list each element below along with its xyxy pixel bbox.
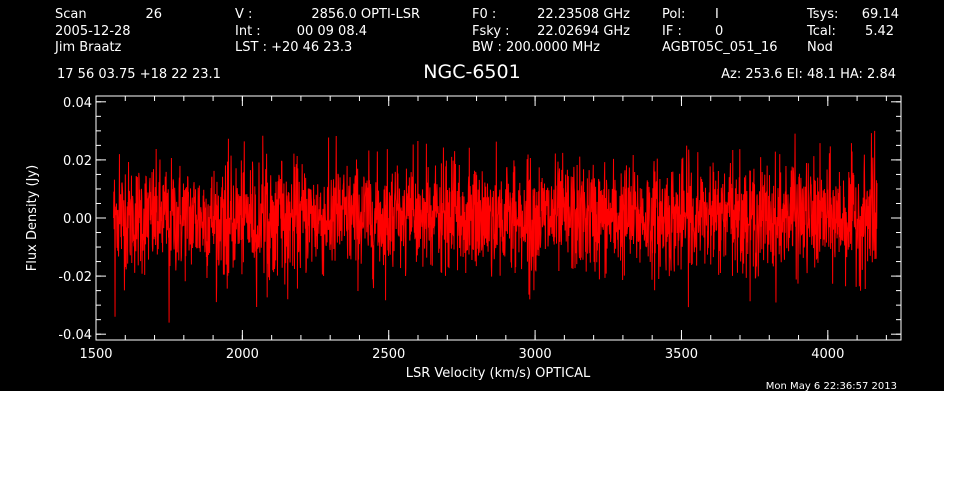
bandwidth-readout: BW : 200.0000 MHz xyxy=(472,40,600,55)
x-axis-label: LSR Velocity (km/s) OPTICAL xyxy=(406,366,591,381)
y-tick-label: -0.02 xyxy=(58,270,92,285)
tcal-label: Tcal: xyxy=(806,24,836,39)
y-tick-label: 0.02 xyxy=(63,154,92,169)
f0-label: F0 : xyxy=(472,7,496,22)
axes-layer: 1500 2000 2500 3000 3500 4000 -0.04 -0.02 0.00 0.… xyxy=(58,95,902,362)
x-tick-label: 2000 xyxy=(226,347,259,362)
y-axis-label: Flux Density (Jy) xyxy=(25,165,40,271)
lst-readout: LST : +20 46 23.3 xyxy=(235,40,352,55)
x-tick-label: 3000 xyxy=(519,347,552,362)
x-tick-label: 3500 xyxy=(665,347,698,362)
x-tick-label: 4000 xyxy=(811,347,844,362)
x-tick-label: 1500 xyxy=(79,347,112,362)
project-id: AGBT05C_051_16 xyxy=(662,40,778,55)
pol-value: I xyxy=(715,7,719,22)
spectrum-trace-layer xyxy=(113,130,878,323)
observer-name: Jim Braatz xyxy=(54,40,122,55)
chart-title: NGC-6501 xyxy=(423,61,520,83)
if-label: IF : xyxy=(662,24,682,39)
x-tick-label: 2500 xyxy=(372,347,405,362)
render-timestamp: Mon May 6 22:36:57 2013 xyxy=(766,381,897,391)
y-tick-label: -0.04 xyxy=(58,328,92,343)
velocity-value: 2856.0 OPTI-LSR xyxy=(311,7,420,22)
spectrum-chart: Scan 26 V : 2856.0 OPTI-LSR F0 : 22.2350… xyxy=(25,7,902,391)
if-value: 0 xyxy=(715,24,723,39)
source-coordinates: 17 56 03.75 +18 22 23.1 xyxy=(57,67,221,82)
integration-value: 00 09 08.4 xyxy=(297,24,367,39)
az-el-ha-readout: Az: 253.6 El: 48.1 HA: 2.84 xyxy=(721,67,896,82)
tsys-label: Tsys: xyxy=(806,7,838,22)
pol-label: Pol: xyxy=(662,7,685,22)
observing-mode: Nod xyxy=(807,40,833,55)
velocity-label: V : xyxy=(235,7,252,22)
tsys-value: 69.14 xyxy=(862,7,899,22)
spectrum-plot-panel: Scan 26 V : 2856.0 OPTI-LSR F0 : 22.2350… xyxy=(0,0,944,391)
spectrum-series-line xyxy=(113,130,878,323)
integration-label: Int : xyxy=(235,24,261,39)
y-tick-label: 0.00 xyxy=(63,212,92,227)
observation-date: 2005-12-28 xyxy=(55,24,131,39)
fsky-label: Fsky : xyxy=(472,24,510,39)
scan-value: 26 xyxy=(145,7,162,22)
scan-label: Scan xyxy=(55,7,87,22)
fsky-value: 22.02694 GHz xyxy=(537,24,630,39)
tcal-value: 5.42 xyxy=(865,24,894,39)
y-tick-label: 0.04 xyxy=(63,96,92,111)
f0-value: 22.23508 GHz xyxy=(537,7,630,22)
